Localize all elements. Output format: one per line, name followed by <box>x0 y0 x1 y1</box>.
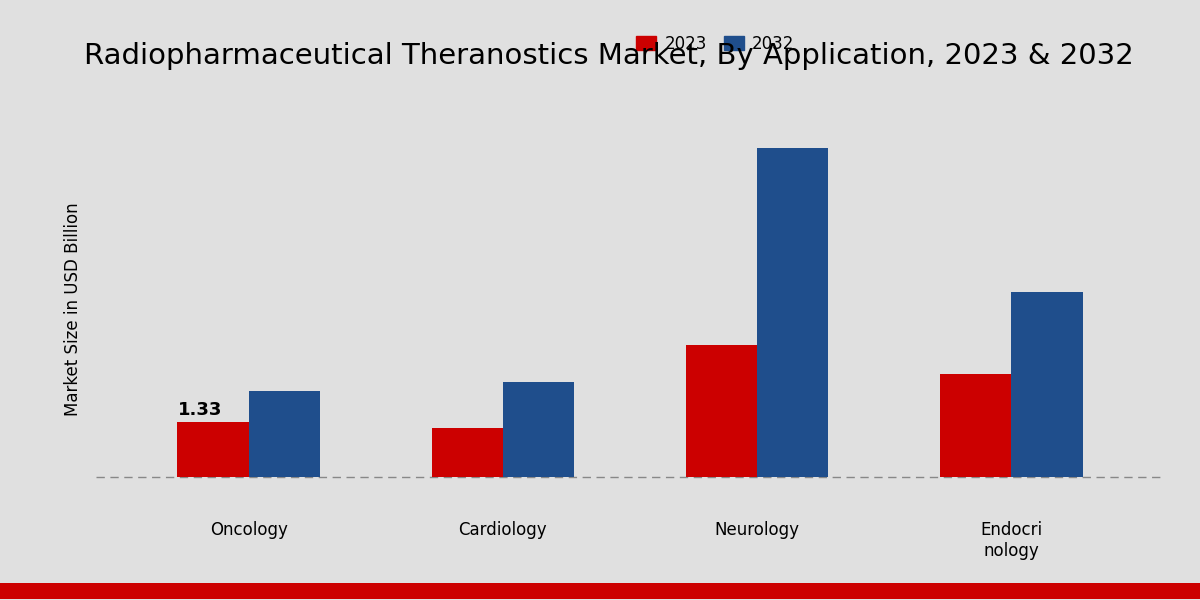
Bar <box>178 422 248 477</box>
Bar <box>248 391 319 477</box>
Bar <box>757 148 828 477</box>
Bar <box>941 374 1012 477</box>
Bar <box>432 428 503 477</box>
Bar <box>503 382 574 477</box>
Text: 1.33: 1.33 <box>178 401 222 419</box>
Y-axis label: Market Size in USD Billion: Market Size in USD Billion <box>64 202 82 416</box>
Legend: 2023, 2032: 2023, 2032 <box>630 28 802 59</box>
Bar <box>1012 292 1082 477</box>
Bar <box>686 345 757 477</box>
Text: Radiopharmaceutical Theranostics Market, By Application, 2023 & 2032: Radiopharmaceutical Theranostics Market,… <box>84 42 1134 70</box>
